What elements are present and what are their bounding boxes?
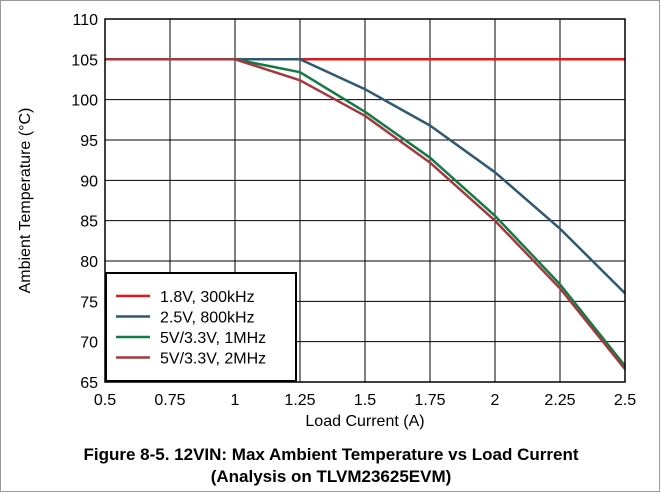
x-tick-label: 2 <box>491 392 500 409</box>
x-axis-label: Load Current (A) <box>305 413 424 430</box>
x-tick-label: 2.5 <box>614 392 636 409</box>
y-tick-label: 110 <box>72 12 98 29</box>
x-tick-label: 1.5 <box>354 392 376 409</box>
y-tick-label: 70 <box>80 335 98 352</box>
x-tick-label: 1 <box>231 392 240 409</box>
y-tick-label: 80 <box>80 254 98 271</box>
legend-label: 2.5V, 800kHz <box>160 310 255 327</box>
legend-label: 1.8V, 300kHz <box>160 289 255 306</box>
y-axis-label: Ambient Temperature (°C) <box>17 108 34 294</box>
y-tick-label: 65 <box>80 375 98 392</box>
tick-labels: 0.5 0.75 1 1.25 1.5 1.75 2 2.25 2.5 65 70 75 80 85 90 9… <box>71 12 636 409</box>
figure-caption-line-2: (Analysis on TLVM23625EVM) <box>210 467 452 486</box>
y-tick-label: 105 <box>71 52 98 69</box>
legend-label: 5V/3.3V, 2MHz <box>160 351 266 368</box>
y-tick-label: 95 <box>80 133 98 150</box>
series-line <box>105 58 626 370</box>
x-tick-label: 0.5 <box>94 392 116 409</box>
y-tick-label: 100 <box>71 93 98 110</box>
y-tick-label: 90 <box>80 173 98 190</box>
legend-box <box>105 272 297 382</box>
x-tick-label: 1.75 <box>414 392 445 409</box>
x-tick-label: 2.25 <box>544 392 575 409</box>
y-tick-label: 75 <box>80 294 98 311</box>
x-tick-label: 0.75 <box>154 392 185 409</box>
series-layer <box>105 58 626 370</box>
figure-caption-line-1: Figure 8-5. 12VIN: Max Ambient Temperatu… <box>83 445 579 464</box>
legend: 1.8V, 300kHz 2.5V, 800kHz 5V/3.3V, 1MHz 5V/… <box>105 272 297 382</box>
x-tick-label: 1.25 <box>284 392 315 409</box>
legend-label: 5V/3.3V, 1MHz <box>160 330 266 347</box>
line-chart: 0.5 0.75 1 1.25 1.5 1.75 2 2.25 2.5 65 70 75 80 85 90 9… <box>17 12 636 430</box>
y-tick-label: 85 <box>80 214 98 231</box>
plot-area-border <box>104 18 626 383</box>
